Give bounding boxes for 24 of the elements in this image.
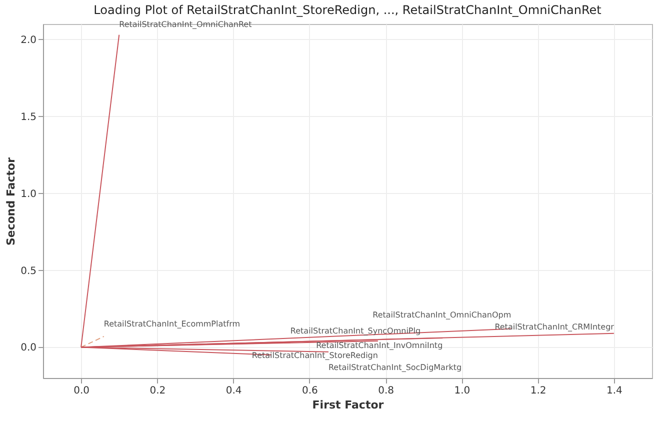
- x-tick-label: 0.8: [378, 386, 394, 396]
- x-tick-label: 0.0: [74, 386, 90, 396]
- y-axis-title: Second Factor: [4, 156, 18, 246]
- annotation: RetailStratChanInt_CRMIntegr: [494, 322, 615, 332]
- x-tick-label: 1.4: [606, 386, 622, 396]
- chart-title: Loading Plot of RetailStratChanInt_StoreRedign, ..., RetailStratChanInt_OmniChanRet: [94, 2, 602, 17]
- annotation: RetailStratChanInt_SyncOmniPlg: [290, 326, 421, 336]
- x-tick-label: 1.0: [454, 386, 470, 396]
- x-tick-label: 0.4: [226, 386, 242, 396]
- y-tick-label: 0.0: [20, 342, 36, 354]
- y-tick-label: 1.0: [20, 188, 36, 200]
- x-tick-label: 0.6: [302, 386, 318, 396]
- annotation: RetailStratChanInt_OmniChanOpm: [372, 310, 512, 320]
- y-tick-label: 1.5: [20, 112, 36, 123]
- annotation: RetailStratChanInt_SocDigMarktg: [328, 362, 462, 372]
- y-tick-label: 2.0: [20, 34, 36, 46]
- annotation: RetailStratChanInt_StoreRedign: [252, 351, 378, 360]
- x-tick-label: 0.2: [150, 386, 166, 396]
- annotation: RetailStratChanInt_EcommPlatfrm: [104, 319, 240, 328]
- x-axis-title: First Factor: [312, 398, 384, 412]
- x-tick-label: 1.2: [530, 386, 546, 396]
- annotation: RetailStratChanInt_OmniChanRet: [119, 20, 252, 29]
- annotation: RetailStratChanInt_InvOmniIntg: [316, 340, 443, 350]
- y-tick-label: 0.5: [20, 266, 36, 277]
